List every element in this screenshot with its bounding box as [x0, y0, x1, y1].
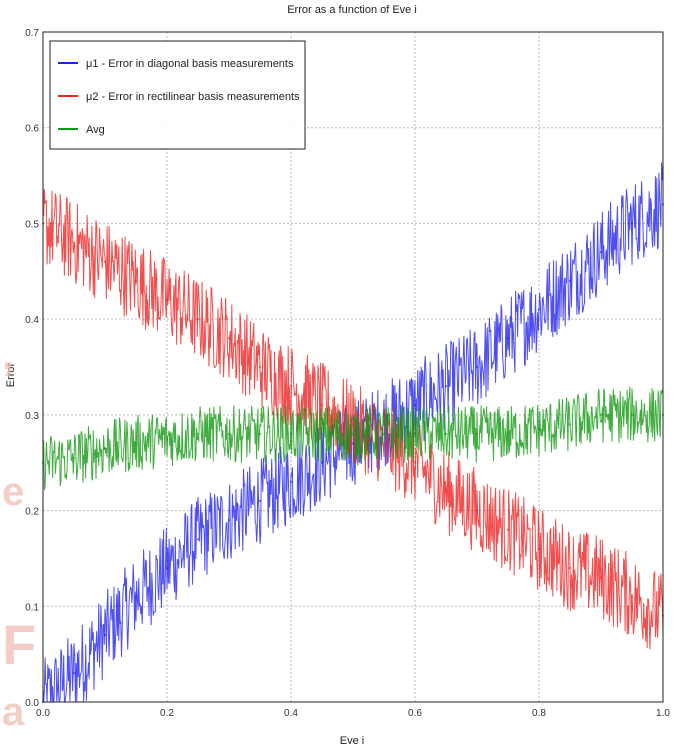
data-point: [134, 442, 138, 445]
data-point: [506, 432, 510, 436]
data-point: [413, 432, 417, 436]
data-point: [227, 518, 231, 522]
data-point: [320, 404, 324, 407]
data-point: [289, 384, 293, 388]
data-point: [227, 432, 231, 436]
legend-label: Avg: [86, 124, 105, 136]
tick-labels: 0.0 0.2 0.4 0.6 0.8 1.0 0.0 0.1 0.2 0.3 0.4 0.5 0.6 0…: [25, 28, 670, 719]
x-tick-label: 0.0: [36, 708, 50, 719]
y-tick-label: 0.5: [25, 219, 39, 230]
data-point: [382, 442, 386, 445]
data-point: [134, 279, 138, 283]
data-point: [506, 337, 510, 340]
legend-box: [49, 40, 306, 150]
watermark-fragment: e: [2, 470, 25, 514]
series-line-1: [42, 162, 664, 703]
data-point: [537, 308, 541, 311]
data-point: [599, 576, 603, 579]
data-point: [103, 633, 107, 637]
data-point: [258, 365, 262, 369]
y-tick-label: 0.4: [25, 315, 39, 326]
x-tick-label: 0.2: [160, 708, 174, 719]
y-tick-label: 0.1: [25, 602, 39, 613]
series-layer: [41, 162, 665, 704]
data-point: [72, 672, 76, 675]
series-line-3: [42, 386, 664, 491]
data-point: [196, 317, 200, 321]
data-point: [72, 456, 76, 460]
data-point: [320, 461, 324, 464]
data-point: [134, 595, 138, 598]
data-point: [196, 538, 200, 541]
data-point: [103, 447, 107, 450]
data-point: [165, 566, 169, 570]
legend-label: μ2 - Error in rectilinear basis measurem…: [86, 91, 300, 103]
y-tick-label: 0.7: [25, 28, 39, 39]
data-point: [382, 432, 386, 436]
watermark-fragment: a: [2, 690, 25, 734]
y-tick-label: 0.6: [25, 124, 39, 135]
x-tick-label: 1.0: [656, 708, 670, 719]
y-tick-label: 0.2: [25, 507, 39, 518]
data-point: [351, 423, 355, 426]
plot-frame: [42, 31, 664, 703]
data-point: [258, 499, 262, 503]
data-point: [599, 250, 603, 254]
y-tick-label: 0.0: [25, 698, 39, 709]
data-point: [413, 461, 417, 464]
data-point: [506, 528, 510, 531]
data-point: [351, 442, 355, 445]
data-point: [103, 260, 107, 263]
data-point: [258, 432, 262, 436]
data-point: [475, 432, 479, 436]
x-tick-label: 0.8: [532, 708, 546, 719]
data-point: [444, 384, 448, 388]
legend: μ1 - Error in diagonal basis measurement…: [49, 40, 306, 150]
data-point: [568, 279, 572, 283]
x-tick-label: 0.6: [408, 708, 422, 719]
data-point: [196, 432, 200, 436]
data-point: [630, 222, 634, 225]
data-point: [165, 298, 169, 302]
data-point: [537, 547, 541, 551]
data-point: [475, 509, 479, 512]
data-point: [289, 432, 293, 436]
data-point: [568, 423, 572, 426]
data-point: [568, 566, 572, 570]
data-point: [289, 480, 293, 484]
watermark-fragment: ,: [2, 330, 15, 379]
data-point: [413, 404, 417, 407]
data-point: [320, 432, 324, 436]
data-point: [630, 413, 634, 417]
data-point: [599, 413, 603, 417]
data-point: [444, 432, 448, 436]
data-point: [351, 432, 355, 436]
data-point: [165, 437, 169, 440]
y-axis-label: Error: [5, 362, 17, 387]
series-line-2: [42, 183, 664, 650]
x-tick-label: 0.4: [284, 708, 298, 719]
data-point: [537, 428, 541, 431]
legend-label: μ1 - Error in diagonal basis measurement…: [86, 58, 294, 70]
data-point: [630, 595, 634, 598]
data-point: [475, 365, 479, 369]
data-point: [72, 241, 76, 244]
data-point: [227, 337, 231, 340]
watermark-fragment: F: [2, 613, 37, 676]
data-point: [444, 490, 448, 493]
x-axis-label: Eve i: [340, 735, 364, 747]
chart-title: Error as a function of Eve i: [287, 4, 417, 16]
y-tick-label: 0.3: [25, 411, 39, 422]
